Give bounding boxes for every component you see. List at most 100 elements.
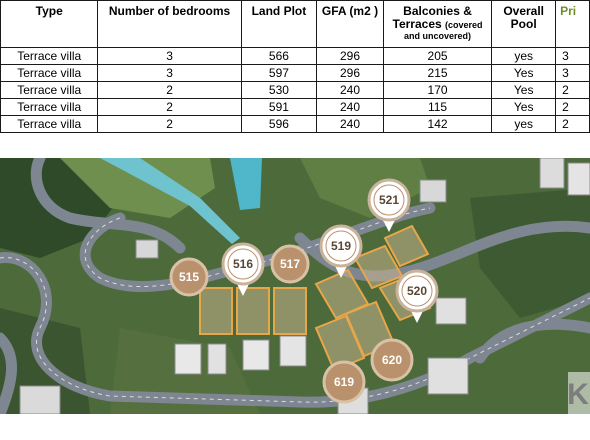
villa-specs-table: Type Number of bedrooms Land Plot GFA (m… — [0, 0, 590, 133]
pin-circle — [322, 360, 366, 404]
pool-strip — [100, 158, 240, 244]
header-type: Type — [0, 0, 99, 48]
header-gfa: GFA (m2 ) — [316, 0, 384, 48]
cell-type: Terrace villa — [0, 47, 99, 65]
cell-pool: yes — [491, 115, 557, 133]
pin-label: 516 — [233, 257, 253, 271]
cell-bedrooms: 3 — [97, 47, 242, 65]
map-pin-521[interactable]: 521 — [367, 178, 411, 232]
pin-label: 620 — [382, 353, 402, 367]
cell-gfa: 296 — [316, 64, 384, 82]
cell-balconies: 170 — [382, 81, 493, 99]
cell-pool: Yes — [491, 81, 557, 99]
header-balconies: Balconies & Terraces (covered and uncove… — [382, 0, 493, 48]
cell-gfa: 240 — [316, 115, 384, 133]
watermark-text: K — [567, 378, 589, 411]
cell-land-plot: 566 — [240, 47, 318, 65]
cell-gfa: 240 — [316, 81, 384, 99]
plot-519 — [314, 268, 370, 320]
table-row: Terrace villa 2 530 240 170 Yes 2 — [0, 81, 590, 99]
cell-price: 3 — [555, 47, 590, 65]
pin-circle — [370, 338, 414, 382]
forest-patch-east — [470, 188, 590, 318]
pin-label: 520 — [407, 284, 427, 298]
cell-balconies: 215 — [382, 64, 493, 82]
cell-bedrooms: 2 — [97, 115, 242, 133]
cell-land-plot: 596 — [240, 115, 318, 133]
pin-inner-ring — [373, 184, 405, 216]
map-pin-515[interactable]: 515 — [169, 257, 209, 297]
cell-bedrooms: 3 — [97, 64, 242, 82]
cell-type: Terrace villa — [0, 64, 99, 82]
header-pool-line2: Pool — [510, 17, 537, 31]
pin-circle — [367, 178, 411, 222]
map-pin-517[interactable]: 517 — [270, 244, 310, 284]
cell-price: 2 — [555, 98, 590, 116]
cell-balconies: 115 — [382, 98, 493, 116]
pin-label: 619 — [334, 375, 354, 389]
table-header-row: Type Number of bedrooms Land Plot GFA (m… — [0, 0, 590, 48]
road-west — [0, 332, 18, 414]
cell-bedrooms: 2 — [97, 98, 242, 116]
pin-label: 517 — [280, 257, 300, 271]
pin-label: 519 — [331, 239, 351, 253]
map-pin-519[interactable]: 519 — [319, 224, 363, 278]
header-balconies-covered: (covered — [445, 20, 483, 30]
table-row: Terrace villa 2 591 240 115 Yes 2 — [0, 98, 590, 116]
header-price: Pri — [555, 0, 590, 48]
cell-pool: Yes — [491, 64, 557, 82]
road-north — [30, 158, 186, 254]
header-pool: Overall Pool — [491, 0, 557, 48]
cell-price: 2 — [555, 81, 590, 99]
header-balconies-main: Balconies & — [403, 4, 472, 18]
table-row: Terrace villa 3 566 296 205 yes 3 — [0, 47, 590, 65]
pool-cascade — [230, 158, 262, 210]
plot-515 — [199, 287, 233, 335]
cell-pool: Yes — [491, 98, 557, 116]
plot-516 — [236, 287, 270, 335]
pin-circle — [319, 224, 363, 268]
header-bedrooms: Number of bedrooms — [97, 0, 242, 48]
pin-label: 515 — [179, 270, 199, 284]
road-southeast — [474, 318, 590, 364]
cell-price: 3 — [555, 64, 590, 82]
cell-gfa: 240 — [316, 98, 384, 116]
map-pin-620[interactable]: 620 — [370, 338, 414, 382]
cell-balconies: 205 — [382, 47, 493, 65]
table-row: Terrace villa 3 597 296 215 Yes 3 — [0, 64, 590, 82]
cell-balconies: 142 — [382, 115, 493, 133]
pin-inner-ring — [227, 248, 259, 280]
pin-inner-ring — [325, 230, 357, 262]
watermark-logo — [568, 372, 590, 414]
table-row: Terrace villa 2 596 240 142 yes 2 — [0, 115, 590, 133]
pin-circle — [221, 242, 265, 286]
pin-circle — [169, 257, 209, 297]
map-pin-619[interactable]: 619 — [322, 360, 366, 404]
map-pin-516[interactable]: 516 — [221, 242, 265, 296]
header-pool-line1: Overall — [503, 4, 545, 18]
pins-layer: 515 516 517 519 521 520 620 619 — [169, 178, 439, 404]
cell-land-plot: 530 — [240, 81, 318, 99]
cell-land-plot: 591 — [240, 98, 318, 116]
cell-land-plot: 597 — [240, 64, 318, 82]
terraced-slope — [60, 158, 215, 218]
cell-type: Terrace villa — [0, 81, 99, 99]
cell-bedrooms: 2 — [97, 81, 242, 99]
cell-price: 2 — [555, 115, 590, 133]
pin-circle — [270, 244, 310, 284]
cell-type: Terrace villa — [0, 115, 99, 133]
site-plan-svg: 515 516 517 519 521 520 620 619 K — [0, 158, 590, 414]
plot-619 — [314, 314, 366, 372]
cell-gfa: 296 — [316, 47, 384, 65]
header-land-plot: Land Plot — [240, 0, 318, 48]
buildings — [19, 158, 590, 414]
pin-inner-ring — [401, 275, 433, 307]
map-pin-520[interactable]: 520 — [395, 269, 439, 323]
cell-type: Terrace villa — [0, 98, 99, 116]
plot-517 — [273, 287, 307, 335]
pin-circle — [395, 269, 439, 313]
cell-pool: yes — [491, 47, 557, 65]
site-plan-map: 515 516 517 519 521 520 620 619 K — [0, 158, 590, 414]
header-balconies-uncovered: and uncovered) — [404, 31, 472, 41]
plot-521b — [383, 224, 430, 268]
